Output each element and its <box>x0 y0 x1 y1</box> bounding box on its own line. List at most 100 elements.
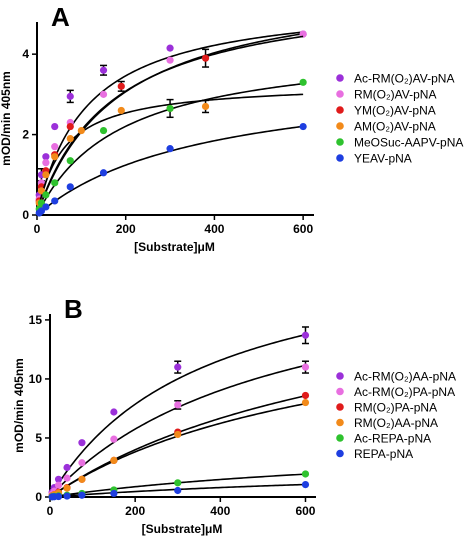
y-axis-title: mOD/min 405nm <box>0 71 13 166</box>
y-axis-title: mOD/min 405nm <box>12 358 26 453</box>
data-point <box>174 401 182 409</box>
data-point <box>301 331 310 339</box>
data-point <box>299 122 307 131</box>
y-tick-label: 2 <box>22 128 29 142</box>
data-point <box>66 157 74 165</box>
data-point <box>42 203 50 211</box>
data-point <box>42 153 50 161</box>
data-point <box>66 183 74 191</box>
legend-marker <box>336 418 344 427</box>
legend-label: YM(O₂)AV-pNA <box>354 104 436 118</box>
data-point <box>110 456 118 464</box>
legend-marker <box>336 154 344 162</box>
data-point <box>301 470 310 478</box>
legend-label: Ac-RM(O₂)AA-pNA <box>354 370 456 384</box>
fit-curve <box>36 125 304 216</box>
data-point <box>174 486 182 495</box>
legend-label: RM(O₂)AA-pNA <box>354 416 438 430</box>
data-point <box>99 66 108 74</box>
legend-label: RM(O₂)AV-pNA <box>354 88 436 102</box>
data-point <box>201 54 210 62</box>
series-4 <box>35 78 307 216</box>
data-point <box>54 492 63 501</box>
data-point <box>42 171 50 179</box>
data-point <box>301 391 310 400</box>
legend-marker <box>336 434 344 442</box>
legend-marker <box>336 138 344 146</box>
data-point <box>51 122 59 131</box>
legend-label: MeOSuc-AAPV-pNA <box>354 136 463 150</box>
data-point <box>110 435 118 443</box>
x-tick-label: 200 <box>125 504 145 518</box>
panel-letter: B <box>64 294 83 324</box>
data-point <box>63 492 71 500</box>
y-tick-label: 0 <box>22 208 29 222</box>
data-point <box>78 459 86 467</box>
data-point <box>301 398 310 407</box>
data-point <box>299 78 307 86</box>
y-tick-label: 15 <box>29 313 43 327</box>
data-point <box>42 159 50 167</box>
legend-label: RM(O₂)PA-pNA <box>354 401 437 415</box>
data-point <box>66 92 74 100</box>
data-point <box>63 474 71 482</box>
x-tick-label: 200 <box>116 222 136 236</box>
x-axis-title: [Substrate]μM <box>142 522 223 536</box>
y-tick-label: 5 <box>35 431 42 445</box>
data-point <box>110 408 118 416</box>
panel-b-chart: 0 200 400 600 0 5 10 15 [Substrate]μM mOD/min 405… <box>12 294 456 536</box>
x-tick-label: 0 <box>47 504 54 518</box>
legend-marker <box>336 74 344 82</box>
data-point <box>299 30 307 38</box>
fit-curve <box>49 333 306 498</box>
legend-label: Ac-RM(O₂)AV-pNA <box>354 72 454 86</box>
legend-marker <box>336 372 344 380</box>
legend-marker <box>336 122 344 130</box>
data-point <box>174 363 182 371</box>
data-point <box>51 153 59 161</box>
data-point <box>117 106 125 115</box>
data-point <box>78 475 86 483</box>
data-point <box>117 82 125 90</box>
data-point <box>174 430 182 439</box>
legend-label: YEAV-pNA <box>354 152 412 166</box>
data-point <box>174 479 182 487</box>
panel-a-chart: 0 200 400 600 0 2 4 [Substrate]μM mOD/min 405nm A… <box>0 2 463 254</box>
y-tick-label: 4 <box>22 47 29 61</box>
data-point <box>54 475 63 483</box>
data-point <box>110 489 118 498</box>
legend-label: Ac-RM(O₂)PA-pNA <box>354 385 455 399</box>
x-tick-label: 600 <box>295 504 315 518</box>
data-point <box>301 481 310 489</box>
legend-label: AM(O₂)AV-pNA <box>354 120 436 134</box>
data-point <box>51 143 59 151</box>
legend-label: REPA-pNA <box>354 447 413 461</box>
y-tick-label: 10 <box>29 372 43 386</box>
x-axis-title: [Substrate]μM <box>134 240 215 254</box>
data-point <box>99 126 108 135</box>
data-point <box>51 197 59 205</box>
series-3 <box>35 93 304 216</box>
legend-marker <box>336 449 344 458</box>
data-point <box>201 102 210 111</box>
panel-letter: A <box>51 2 70 32</box>
data-point <box>66 135 74 143</box>
data-point <box>99 90 108 98</box>
data-point <box>54 481 63 489</box>
data-point <box>63 463 71 472</box>
legend-marker <box>336 403 344 411</box>
legend-marker <box>336 387 344 396</box>
series-5 <box>48 481 310 501</box>
data-point <box>66 122 74 131</box>
x-tick-label: 600 <box>293 222 313 236</box>
data-point <box>78 439 86 447</box>
series-5 <box>35 122 307 217</box>
legend-label: Ac-REPA-pNA <box>354 432 431 446</box>
data-point <box>99 169 108 177</box>
legend-marker <box>336 106 344 114</box>
data-point <box>63 484 71 492</box>
data-point <box>166 104 174 113</box>
y-tick-label: 0 <box>35 490 42 504</box>
data-point <box>78 491 86 499</box>
